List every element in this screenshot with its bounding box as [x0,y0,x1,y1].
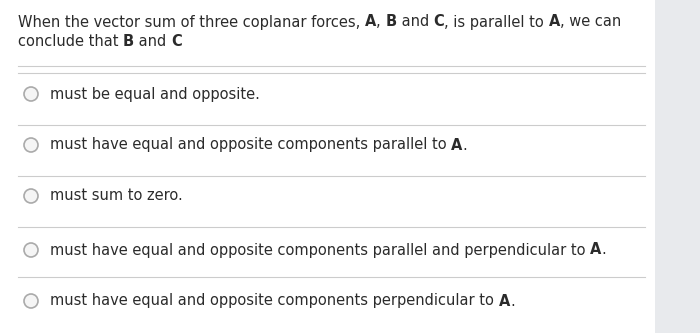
Text: .: . [510,293,514,308]
Ellipse shape [24,87,38,101]
Text: A: A [365,15,377,30]
Text: and: and [397,15,433,30]
Text: A: A [452,138,463,153]
Text: , we can: , we can [560,15,622,30]
Ellipse shape [24,189,38,203]
Text: B: B [386,15,397,30]
Text: B: B [123,35,134,50]
Text: must have equal and opposite components perpendicular to: must have equal and opposite components … [50,293,498,308]
Text: and: and [134,35,171,50]
Ellipse shape [24,138,38,152]
Text: ,: , [377,15,386,30]
Ellipse shape [24,294,38,308]
Text: conclude that: conclude that [18,35,123,50]
Text: A: A [590,242,601,257]
Text: must be equal and opposite.: must be equal and opposite. [50,87,260,102]
Text: must sum to zero.: must sum to zero. [50,188,183,203]
Text: , is parallel to: , is parallel to [444,15,549,30]
Text: When the vector sum of three coplanar forces,: When the vector sum of three coplanar fo… [18,15,365,30]
FancyBboxPatch shape [0,0,654,333]
Text: .: . [463,138,468,153]
Text: must have equal and opposite components parallel to: must have equal and opposite components … [50,138,452,153]
Ellipse shape [24,243,38,257]
Text: must have equal and opposite components parallel and perpendicular to: must have equal and opposite components … [50,242,590,257]
Text: A: A [549,15,560,30]
Text: C: C [433,15,444,30]
Text: A: A [498,293,510,308]
Text: C: C [171,35,182,50]
Text: .: . [601,242,606,257]
